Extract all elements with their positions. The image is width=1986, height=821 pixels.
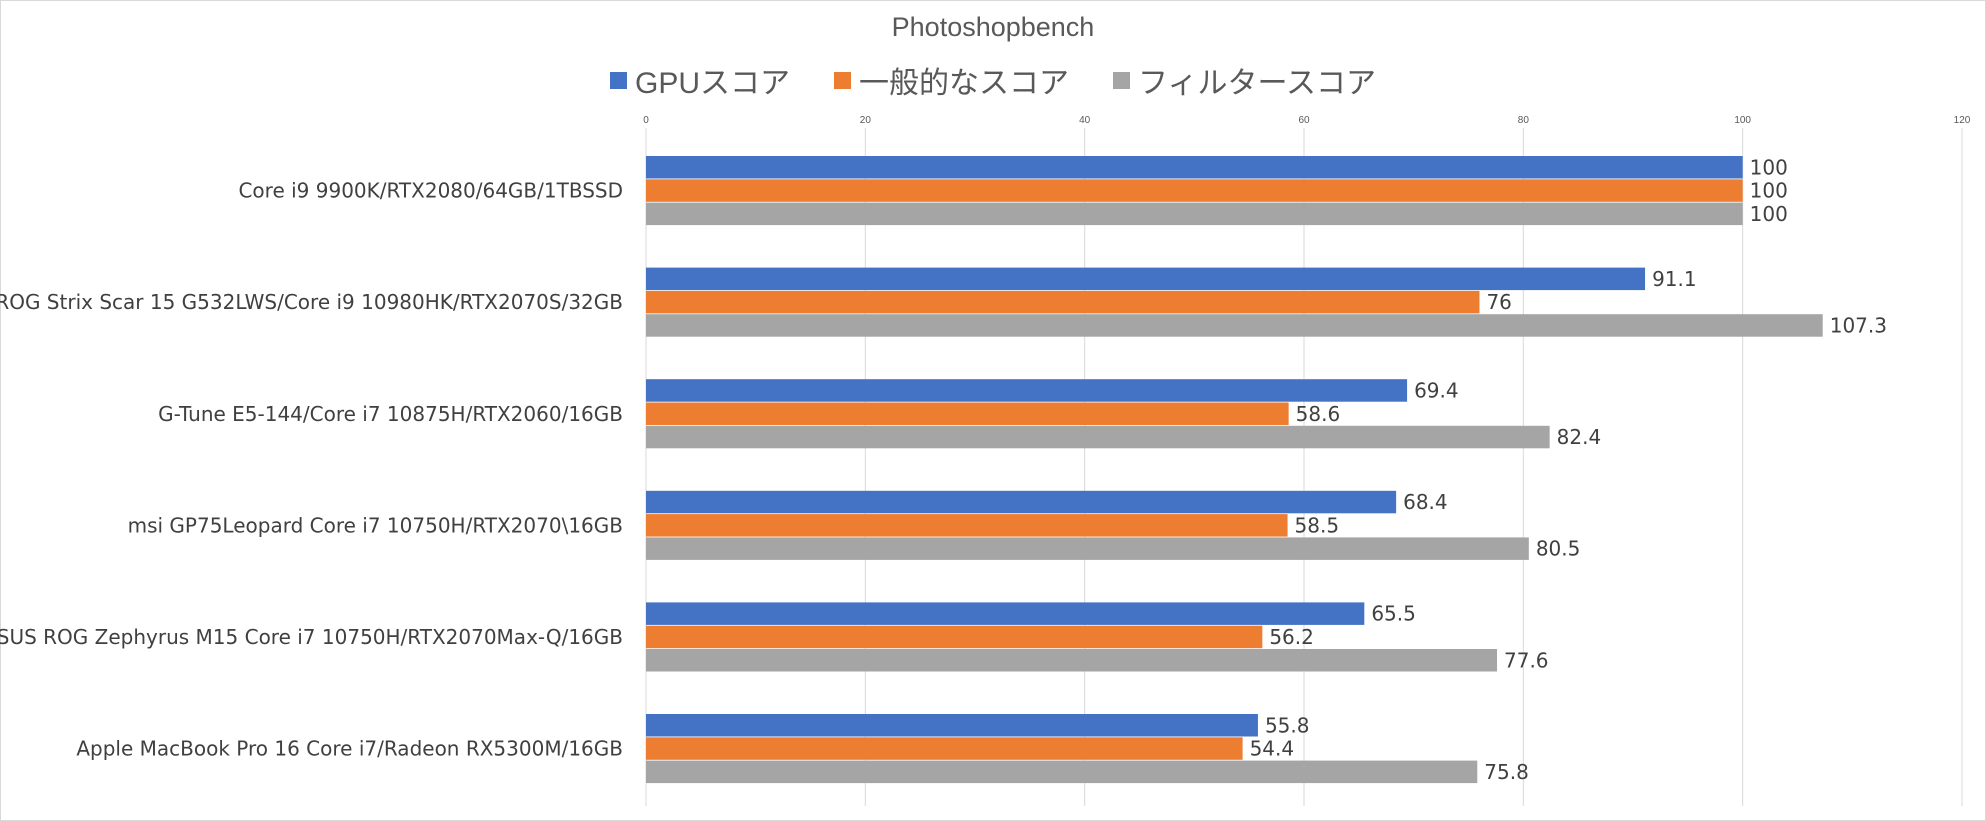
category-label: ROG Strix Scar 15 G532LWS/Core i9 10980H… — [0, 290, 623, 314]
bar — [646, 267, 1646, 291]
bar — [646, 425, 1550, 449]
chart-title: Photoshopbench — [891, 12, 1095, 42]
data-label: 58.5 — [1295, 513, 1340, 537]
category-label: G-Tune E5-144/Core i7 10875H/RTX2060/16G… — [158, 402, 623, 426]
legend-swatch-general — [834, 71, 852, 89]
data-label: 80.5 — [1536, 537, 1581, 561]
bar — [646, 714, 1258, 737]
x-tick-label: 80 — [1518, 115, 1530, 126]
data-label: 75.8 — [1484, 760, 1529, 784]
legend-item-filter: フィルタースコア — [1113, 58, 1376, 102]
legend-label-gpu: GPUスコア — [635, 67, 791, 100]
x-tick-label: 20 — [860, 115, 872, 126]
data-label: 65.5 — [1371, 602, 1416, 626]
bar — [646, 314, 1823, 337]
legend-label-filter: フィルタースコア — [1138, 67, 1376, 100]
data-label: 58.6 — [1296, 402, 1341, 426]
bar — [646, 760, 1478, 784]
x-tick-label: 0 — [643, 115, 649, 126]
data-label: 56.2 — [1269, 625, 1314, 649]
bar — [646, 402, 1289, 425]
x-tick-label: 40 — [1079, 115, 1091, 126]
x-tick-label: 60 — [1298, 115, 1310, 126]
bar — [646, 156, 1743, 179]
data-label: 55.8 — [1265, 713, 1310, 737]
legend-label-general: 一般的なスコア — [859, 67, 1070, 100]
bar — [646, 737, 1243, 760]
legend-item-general: 一般的なスコア — [834, 58, 1069, 102]
bar — [646, 179, 1743, 202]
data-label: 91.1 — [1652, 267, 1697, 291]
category-label: ASUS ROG Zephyrus M15 Core i7 10750H/RTX… — [0, 625, 623, 649]
bar — [646, 649, 1498, 672]
bar — [646, 490, 1397, 514]
legend-swatch-gpu — [610, 71, 628, 89]
bar — [646, 537, 1529, 560]
bar — [646, 602, 1365, 625]
bar — [646, 625, 1263, 649]
data-label: 69.4 — [1414, 378, 1459, 402]
bar — [646, 379, 1408, 402]
data-label: 54.4 — [1250, 737, 1295, 761]
data-label: 100 — [1750, 179, 1788, 203]
x-tick-label: 120 — [1954, 115, 1971, 126]
category-label: Apple MacBook Pro 16 Core i7/Radeon RX53… — [76, 737, 623, 761]
chart-legend: GPUスコア 一般的なスコア フィルタースコア — [0, 58, 1986, 102]
bar — [646, 290, 1480, 314]
legend-swatch-filter — [1113, 71, 1131, 89]
bar — [646, 514, 1288, 537]
x-tick-label: 100 — [1734, 115, 1751, 126]
category-label: msi GP75Leopard Core i7 10750H/RTX2070\1… — [128, 513, 623, 537]
data-label: 100 — [1750, 155, 1788, 179]
data-label: 107.3 — [1830, 313, 1887, 337]
data-label: 100 — [1750, 202, 1788, 226]
data-label: 76 — [1486, 290, 1511, 314]
category-label: Core i9 9900K/RTX2080/64GB/1TBSSD — [238, 179, 623, 203]
data-label: 68.4 — [1403, 490, 1448, 514]
data-label: 82.4 — [1557, 425, 1602, 449]
data-label: 77.6 — [1504, 648, 1549, 672]
bar — [646, 202, 1743, 226]
legend-item-gpu: GPUスコア — [610, 58, 790, 102]
